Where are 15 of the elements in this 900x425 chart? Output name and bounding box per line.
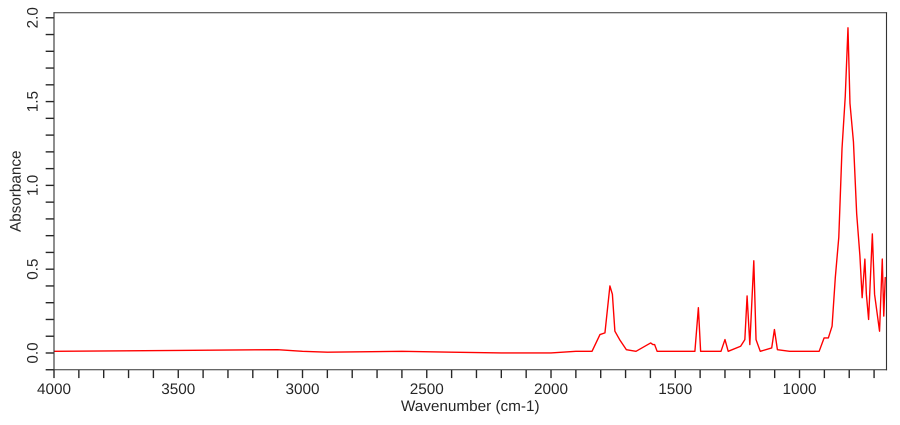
y-tick-label: 0.5 — [26, 259, 38, 280]
x-tick-label: 4000 — [37, 383, 70, 394]
y-tick-label: 0.0 — [26, 342, 38, 364]
x-tick-label: 1000 — [784, 383, 816, 394]
y-tick-label: 2.0 — [26, 8, 38, 28]
x-tick-label: 2500 — [410, 383, 444, 394]
x-axis-title: Wavenumber (cm-1) — [400, 400, 539, 414]
x-tick-label: 3500 — [162, 383, 195, 394]
y-axis-title: Absorbance — [10, 151, 21, 232]
y-tick-label: 1.5 — [27, 92, 38, 112]
x-tick-label: 3000 — [286, 383, 319, 394]
y-tick-label: 1.0 — [26, 175, 38, 195]
x-tick-label: 2000 — [534, 383, 568, 394]
line-series — [54, 27, 886, 354]
x-tick-label: 1500 — [659, 383, 692, 394]
